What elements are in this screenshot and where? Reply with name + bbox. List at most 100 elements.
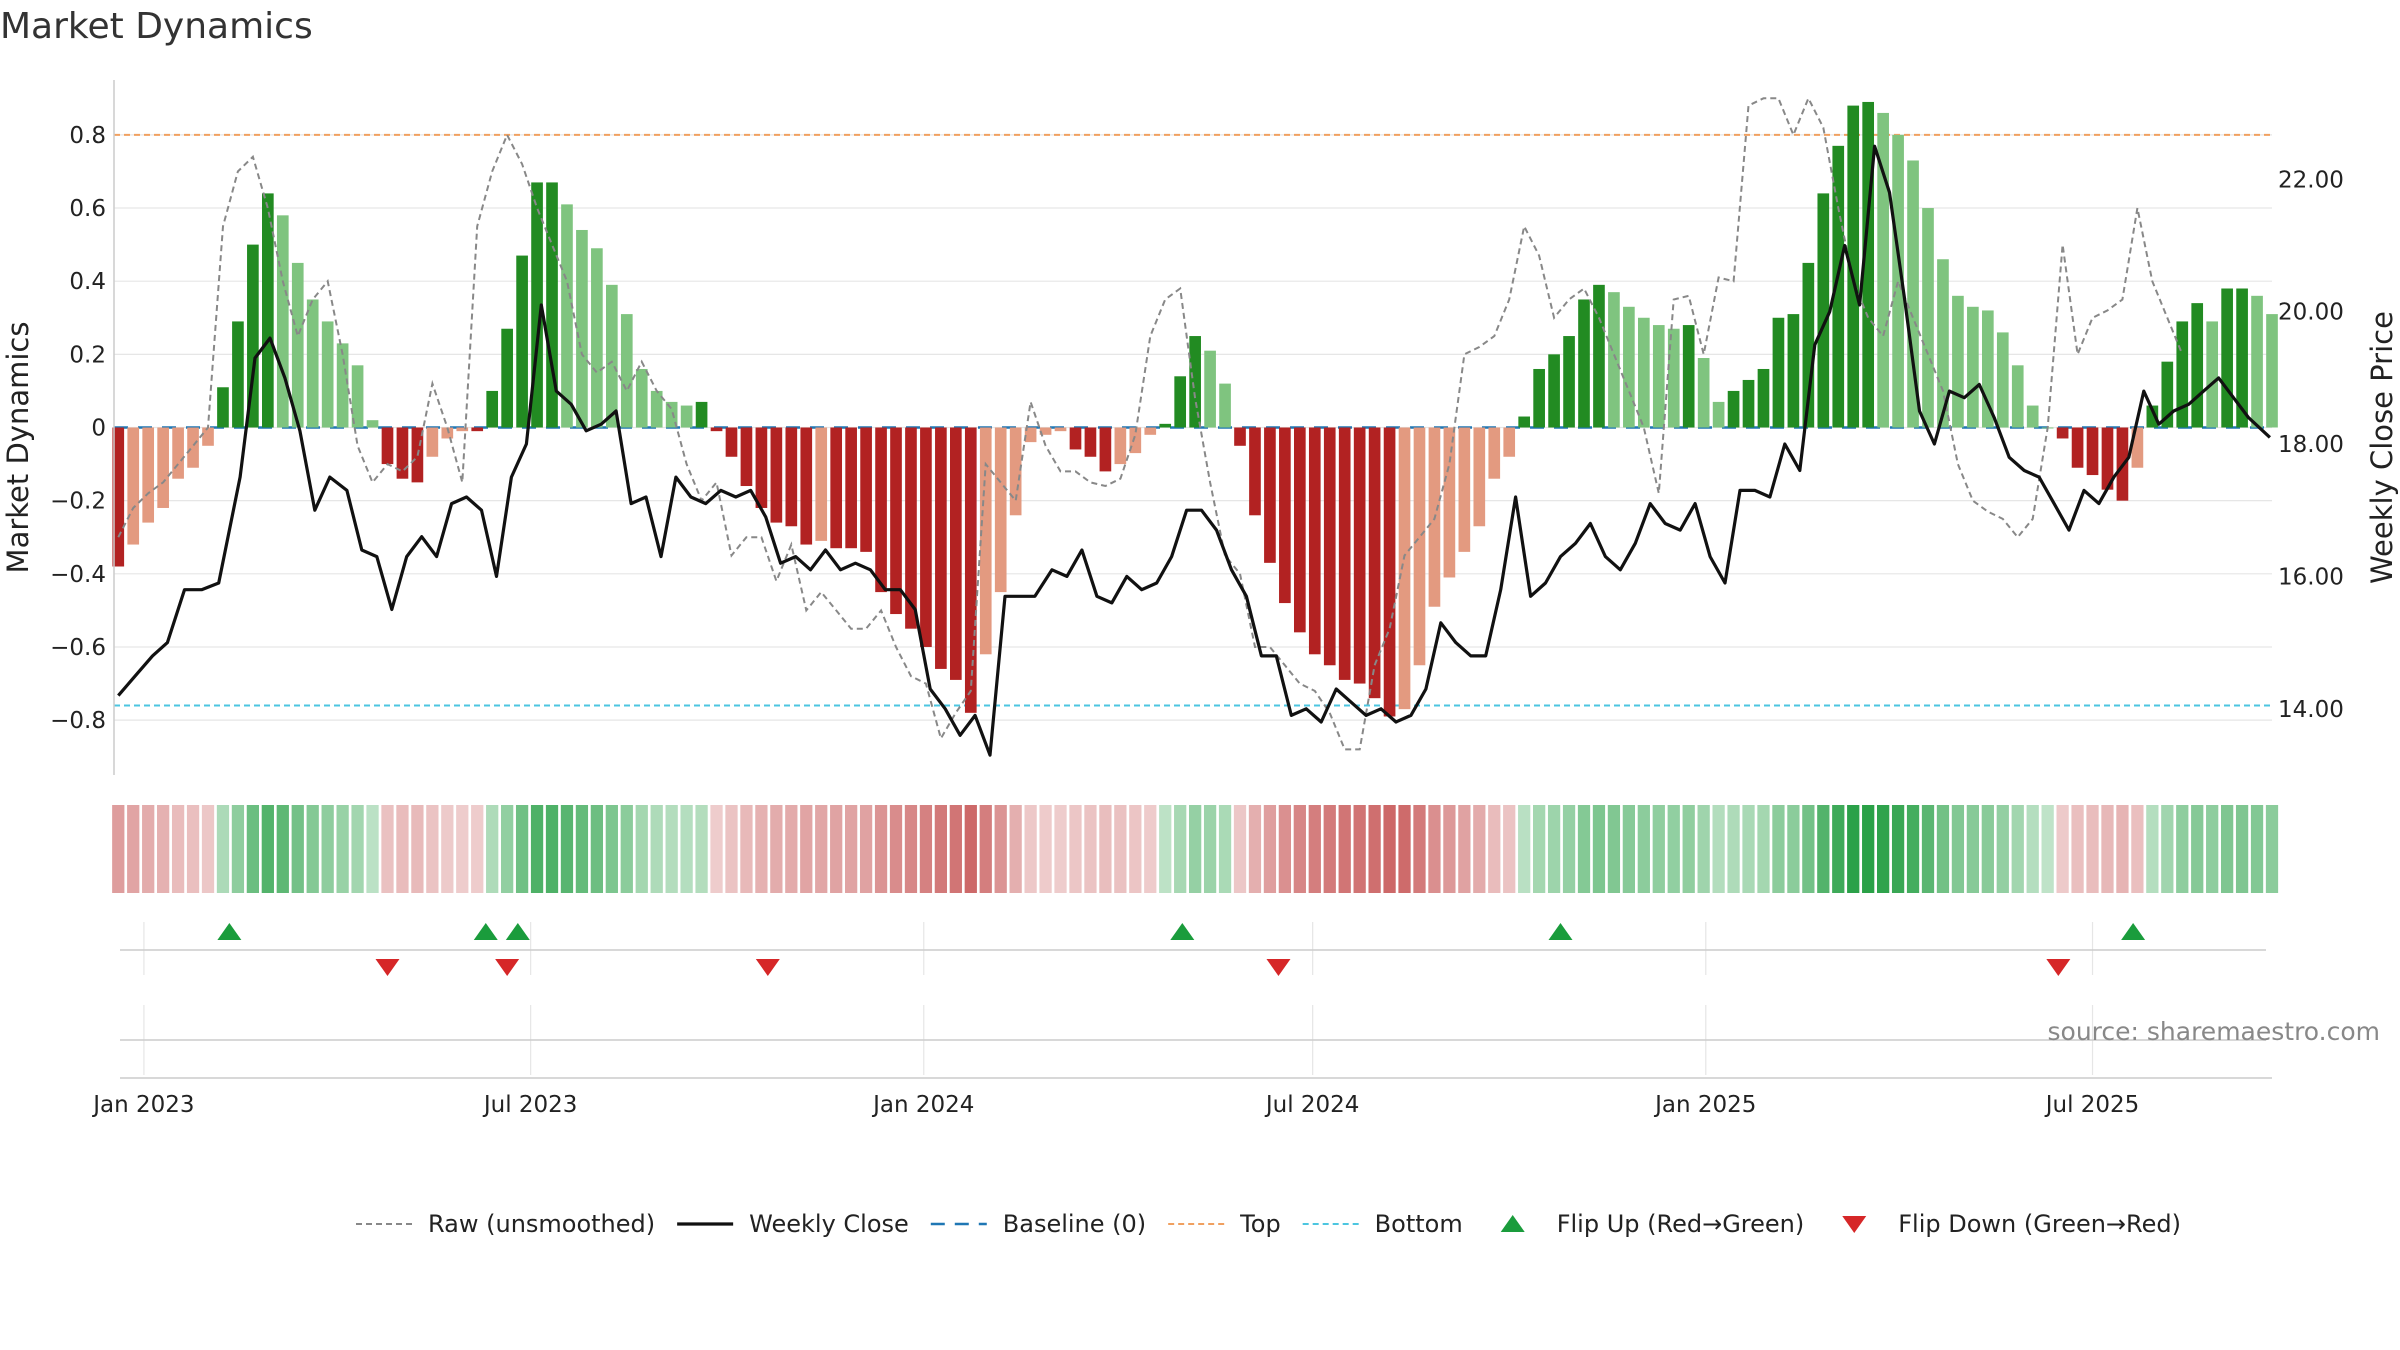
heat-cell [515,805,529,893]
heat-cell [904,805,918,893]
heat-cell [575,805,589,893]
market-dynamics-bar [1353,427,1366,684]
heat-cell [2220,805,2234,893]
heat-cell [845,805,858,893]
market-dynamics-bar [680,405,693,428]
heat-cell [695,805,708,893]
heat-cell [1533,805,1546,893]
heat-cell [1428,805,1441,893]
legend-label: Top [1239,1210,1281,1238]
heat-cell [770,805,783,893]
market-dynamics-bar [1503,427,1516,457]
market-dynamics-bar [1144,427,1157,435]
market-dynamics-bar [1024,427,1037,443]
heat-cell [1862,805,1875,893]
heat-cell [1338,805,1351,893]
market-dynamics-bar [426,427,439,457]
heat-cell [1966,805,1980,893]
market-dynamics-bar [2236,288,2248,428]
flip-up-marker [505,923,530,940]
heat-cell [1353,805,1366,893]
left-tick-label: −0.8 [50,708,106,734]
flip-up-marker [1170,923,1195,940]
heat-cell [1802,805,1815,893]
market-dynamics-bar [830,427,843,549]
heat-cell [426,805,439,893]
heat-cell [142,805,155,893]
market-dynamics-bar [112,427,125,567]
left-tick-label: 0.8 [69,123,106,149]
market-dynamics-bar [1682,325,1695,428]
market-dynamics-bar [1608,292,1620,428]
heat-cell [635,805,648,893]
market-dynamics-bar [1952,295,1964,428]
market-dynamics-bar [620,314,633,428]
heat-cell [336,805,349,893]
heat-cell [396,805,409,893]
heat-cell [351,805,364,893]
market-dynamics-bar [1159,423,1172,428]
heat-cell [1712,805,1725,893]
market-dynamics-bar [1099,427,1112,472]
legend-item-flip-up: Flip Up (Red→Green) [1500,1210,1805,1238]
market-dynamics-bar [1937,259,1949,428]
legend-label: Bottom [1375,1210,1463,1238]
market-dynamics-bar [1877,112,1889,428]
heat-cell [2131,805,2144,893]
heat-cell [1054,805,1067,893]
heat-cell [1458,805,1471,893]
heat-cell [471,805,484,893]
heat-cell [261,805,274,893]
market-dynamics-bar [516,255,528,428]
heat-cell [2116,805,2129,893]
heat-cell [1233,805,1247,893]
market-dynamics-bar [920,427,932,647]
market-dynamics-bar [1548,354,1560,428]
heat-cell [800,805,813,893]
price-lines [117,95,2271,757]
left-tick-label: 0.6 [69,196,106,222]
legend-label: Weekly Close [749,1210,909,1238]
heat-cell [1443,805,1456,893]
market-dynamics-bar [217,387,229,428]
market-dynamics-bars [112,101,2278,717]
heat-cell [1308,805,1321,893]
market-dynamics-bar [950,427,962,680]
heat-cell [2146,805,2159,893]
market-dynamics-bar [1488,427,1501,479]
legend-item-flip-down: Flip Down (Green→Red) [1842,1210,2181,1238]
heat-cell [2056,805,2069,893]
heat-cell [1832,805,1845,893]
market-dynamics-bar [1368,427,1381,699]
flip-down-marker [755,959,780,976]
legend-item-close: Weekly Close [677,1210,909,1238]
market-dynamics-bar [1009,427,1022,516]
market-dynamics-bar [127,427,140,545]
heat-cell [1203,805,1217,893]
heat-cell [1787,805,1800,893]
market-dynamics-bar [905,427,917,629]
heat-cell [1069,805,1082,893]
market-dynamics-bar [1727,390,1740,428]
heat-cell [1697,805,1710,893]
market-dynamics-bar [1533,368,1545,428]
market-dynamics-bar [665,401,678,428]
heat-cell [381,805,394,893]
market-dynamics-bar [1757,368,1770,428]
market-dynamics-bar [1383,427,1396,717]
market-dynamics-bar [1443,427,1456,578]
market-dynamics-bar [1323,427,1336,666]
heat-cell [1817,805,1830,893]
heat-cell [1667,805,1680,893]
heat-cell [2206,805,2219,893]
flip-up-marker [473,923,498,940]
legend-label: Flip Up (Red→Green) [1557,1210,1805,1238]
heat-cell [874,805,888,893]
heat-cell [441,805,454,893]
market-dynamics-bar [935,427,947,669]
heat-cell [2250,805,2264,893]
heat-cell [1323,805,1336,893]
heat-cell [1368,805,1381,893]
market-dynamics-bar [1189,336,1201,428]
heat-cell [680,805,693,893]
